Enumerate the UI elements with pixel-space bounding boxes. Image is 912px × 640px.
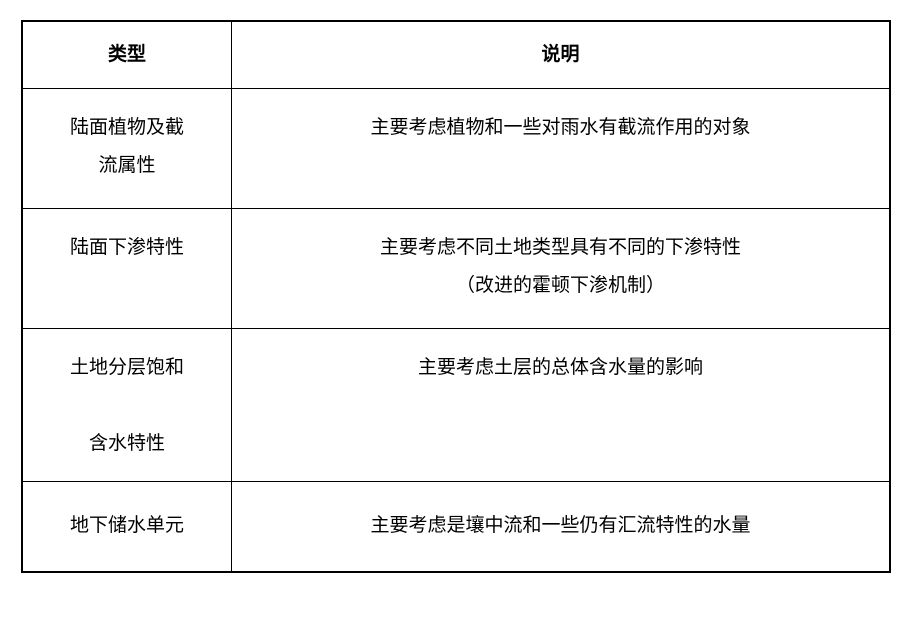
- cell-desc: 主要考虑土层的总体含水量的影响: [232, 329, 890, 482]
- cell-text-line2: （改进的霍顿下渗机制）: [456, 275, 665, 296]
- cell-text-line1: 主要考虑是壤中流和一些仍有汇流特性的水量: [371, 515, 751, 536]
- cell-desc: 主要考虑不同土地类型具有不同的下渗特性 （改进的霍顿下渗机制）: [232, 209, 890, 329]
- data-table: 类型 说明 陆面植物及截 流属性 主要考虑植物和一些对雨水有截流作用的对象 陆面…: [21, 20, 891, 573]
- cell-desc: 主要考虑植物和一些对雨水有截流作用的对象: [232, 89, 890, 209]
- cell-text-line1: 主要考虑土层的总体含水量的影响: [418, 357, 703, 378]
- table-body: 陆面植物及截 流属性 主要考虑植物和一些对雨水有截流作用的对象 陆面下渗特性 主…: [22, 89, 890, 572]
- header-type: 类型: [22, 21, 232, 89]
- cell-text-line1: 土地分层饱和: [70, 357, 184, 378]
- table-row: 陆面植物及截 流属性 主要考虑植物和一些对雨水有截流作用的对象: [22, 89, 890, 209]
- cell-text-line1: 陆面下渗特性: [70, 237, 184, 258]
- cell-type: 地下储水单元: [22, 482, 232, 572]
- cell-text-line1: 主要考虑不同土地类型具有不同的下渗特性: [380, 237, 741, 258]
- table-row: 土地分层饱和 含水特性 主要考虑土层的总体含水量的影响: [22, 329, 890, 482]
- cell-text-line1: 主要考虑植物和一些对雨水有截流作用的对象: [371, 117, 751, 138]
- header-desc: 说明: [232, 21, 890, 89]
- cell-type: 陆面下渗特性: [22, 209, 232, 329]
- cell-text-line2: 含水特性: [89, 433, 165, 454]
- cell-type: 土地分层饱和 含水特性: [22, 329, 232, 482]
- table-row: 陆面下渗特性 主要考虑不同土地类型具有不同的下渗特性 （改进的霍顿下渗机制）: [22, 209, 890, 329]
- cell-text-line2: 流属性: [99, 155, 156, 176]
- cell-type: 陆面植物及截 流属性: [22, 89, 232, 209]
- table-header: 类型 说明: [22, 21, 890, 89]
- cell-text-line1: 陆面植物及截: [70, 117, 184, 138]
- header-row: 类型 说明: [22, 21, 890, 89]
- table-row: 地下储水单元 主要考虑是壤中流和一些仍有汇流特性的水量: [22, 482, 890, 572]
- table-container: 类型 说明 陆面植物及截 流属性 主要考虑植物和一些对雨水有截流作用的对象 陆面…: [21, 20, 891, 573]
- cell-text-line1: 地下储水单元: [70, 515, 184, 536]
- cell-desc: 主要考虑是壤中流和一些仍有汇流特性的水量: [232, 482, 890, 572]
